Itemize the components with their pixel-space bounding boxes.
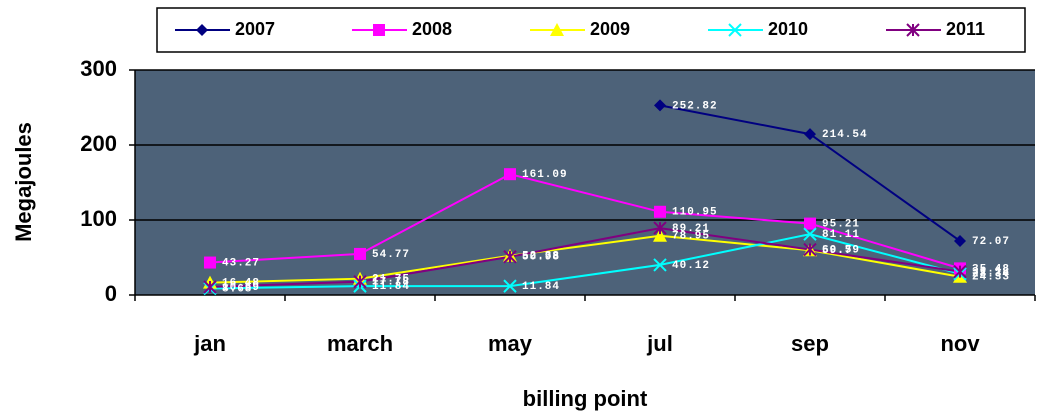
data-label: 59.7 (822, 245, 852, 257)
point (654, 205, 666, 218)
data-label: 54.77 (372, 249, 410, 261)
series-line (209, 227, 961, 288)
point (803, 242, 817, 257)
data-label: 110.95 (672, 207, 718, 219)
x-tick-label: nov (940, 331, 980, 356)
data-label: 17.78 (372, 277, 410, 289)
point (804, 217, 816, 230)
point (954, 234, 966, 247)
data-label: 78.95 (672, 231, 710, 243)
data-label: 214.54 (822, 129, 868, 141)
x-tick-label: jan (193, 331, 226, 356)
legend-marker (373, 24, 385, 36)
legend-marker (906, 23, 920, 37)
legend (156, 7, 1026, 53)
legend-marker (728, 23, 742, 37)
point (653, 228, 667, 242)
data-label: 28.34 (972, 269, 1010, 281)
point (354, 247, 366, 260)
point (503, 250, 517, 264)
y-tick-label: 300 (80, 56, 117, 81)
legend-label: 2010 (768, 19, 808, 39)
data-label: 252.82 (672, 100, 718, 112)
data-label: 52.38 (522, 251, 560, 263)
data-label: 50.98 (522, 252, 560, 264)
y-tick-label: 0 (105, 281, 117, 306)
plot-area (135, 70, 1035, 295)
data-label: 81.11 (822, 229, 860, 241)
legend-label: 2009 (590, 19, 630, 39)
data-label: 35.48 (972, 263, 1010, 275)
point (503, 279, 517, 293)
point (654, 99, 666, 112)
data-label: 161.09 (522, 169, 568, 181)
data-label: 10.69 (222, 282, 260, 294)
legend-marker (196, 24, 208, 36)
y-tick-label: 100 (80, 206, 117, 231)
point (504, 168, 516, 181)
x-tick-label: sep (791, 331, 829, 356)
data-label: 72.07 (972, 236, 1010, 248)
x-tick-label: march (327, 331, 393, 356)
y-axis-title: Megajoules (11, 122, 36, 242)
x-tick-label: may (488, 331, 533, 356)
series-line (209, 233, 961, 290)
y-tick-label: 200 (80, 131, 117, 156)
data-label: 89.21 (672, 223, 710, 235)
legend-label: 2007 (235, 19, 275, 39)
point (653, 258, 667, 272)
data-label: 40.12 (672, 260, 710, 272)
data-label: 31.18 (972, 267, 1010, 279)
data-label: 60.59 (822, 244, 860, 256)
point (204, 256, 216, 269)
data-label: 21.75 (372, 274, 410, 286)
x-tick-label: jul (646, 331, 673, 356)
series-line (209, 234, 961, 284)
data-label: 11.84 (522, 281, 560, 293)
data-label: 24.33 (972, 272, 1010, 284)
point (804, 128, 816, 141)
point (653, 221, 667, 235)
series-line (209, 173, 961, 270)
data-label: 16.48 (222, 278, 260, 290)
legend-marker (550, 23, 564, 36)
x-axis-title: billing point (523, 386, 648, 411)
point (353, 274, 367, 289)
data-label: 95.21 (822, 218, 860, 230)
point (953, 264, 967, 279)
data-label: 43.27 (222, 257, 260, 269)
legend-label: 2011 (946, 19, 985, 39)
point (203, 280, 217, 294)
data-label: 8.68 (222, 283, 252, 295)
point (803, 227, 817, 241)
legend-label: 2008 (412, 19, 452, 39)
data-label: 11.84 (372, 281, 410, 293)
